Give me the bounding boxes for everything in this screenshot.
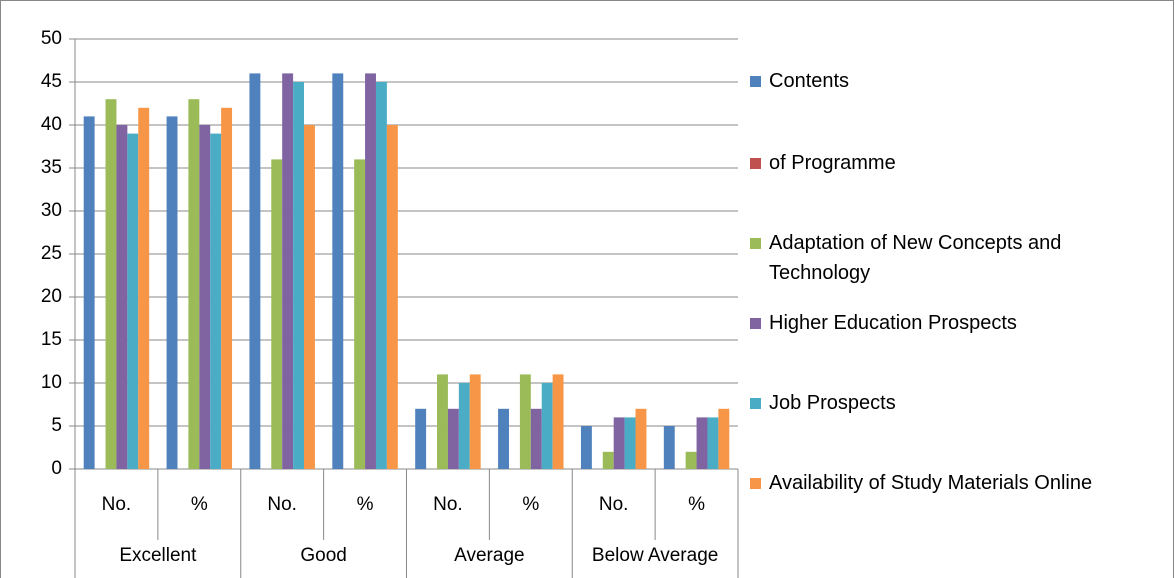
legend-entry: Adaptation of New Concepts and Technolog… xyxy=(750,228,1159,288)
legend-label: Job Prospects xyxy=(769,392,896,414)
bar xyxy=(375,82,387,469)
legend-swatch xyxy=(750,158,761,169)
bar xyxy=(469,374,481,469)
legend-label: Availability of Study Materials Online xyxy=(769,472,1093,494)
bar xyxy=(354,159,366,469)
bar xyxy=(530,408,542,469)
bar xyxy=(105,99,117,469)
x-tick-label: % xyxy=(191,494,208,515)
bar xyxy=(138,107,150,470)
legend-swatch xyxy=(750,478,761,489)
y-tick-label: 40 xyxy=(41,114,62,135)
bar xyxy=(304,125,315,469)
y-tick-label: 45 xyxy=(41,71,62,92)
legend-swatch xyxy=(750,398,761,409)
bar xyxy=(707,417,719,469)
bar xyxy=(386,125,398,469)
bar xyxy=(199,125,211,469)
bar xyxy=(696,417,708,469)
x-tick-label: No. xyxy=(102,494,132,515)
bar xyxy=(602,451,614,469)
y-tick-label: 20 xyxy=(41,286,62,307)
y-tick-label: 5 xyxy=(51,415,62,436)
legend-entry: Job Prospects xyxy=(750,388,1159,418)
bar xyxy=(498,408,509,469)
x-group-label: Below Average xyxy=(592,545,718,566)
legend-entry: of Programme xyxy=(750,148,1159,178)
bar xyxy=(718,408,730,469)
bar xyxy=(552,374,564,469)
x-group-label: Excellent xyxy=(119,545,197,566)
bar xyxy=(624,417,636,469)
legend-entry: Higher Education Prospects xyxy=(750,308,1159,338)
bar xyxy=(415,408,427,469)
legend-swatch xyxy=(750,318,761,329)
legend-label: Adaptation of New Concepts and Technolog… xyxy=(769,232,1062,284)
bar xyxy=(116,125,128,469)
bar xyxy=(541,383,553,469)
x-tick-label: % xyxy=(688,494,705,515)
x-group-label: Good xyxy=(300,545,346,566)
bar xyxy=(365,73,376,470)
bar xyxy=(580,426,592,469)
bar xyxy=(293,82,305,469)
bar xyxy=(210,133,222,469)
bar xyxy=(332,73,344,470)
y-tick-label: 35 xyxy=(41,157,62,178)
bar xyxy=(249,73,261,470)
bar xyxy=(83,116,95,470)
x-tick-label: % xyxy=(522,494,539,515)
bar xyxy=(271,159,283,469)
legend-label: Higher Education Prospects xyxy=(769,312,1017,334)
y-tick-label: 25 xyxy=(41,243,62,264)
bar xyxy=(282,73,294,470)
y-tick-label: 10 xyxy=(41,372,62,393)
bar xyxy=(437,374,448,469)
bar xyxy=(685,451,697,469)
bar xyxy=(447,408,459,469)
legend-entry: Availability of Study Materials Online xyxy=(750,468,1159,498)
y-tick-label: 15 xyxy=(41,329,62,350)
bar xyxy=(221,107,233,470)
y-tick-label: 50 xyxy=(41,28,62,49)
legend-label: Contents xyxy=(769,70,850,92)
legend-swatch xyxy=(750,76,761,87)
bar xyxy=(663,426,675,469)
y-tick-label: 30 xyxy=(41,200,62,221)
x-group-label: Average xyxy=(454,545,524,566)
bar xyxy=(127,133,139,469)
bar xyxy=(635,408,647,469)
bar xyxy=(613,417,625,469)
bar xyxy=(458,383,470,469)
bar xyxy=(166,116,178,470)
x-tick-label: No. xyxy=(599,494,629,515)
legend-entry: Contents xyxy=(750,66,1159,96)
x-tick-label: % xyxy=(357,494,374,515)
legend-swatch xyxy=(750,238,761,249)
bar xyxy=(188,99,200,469)
legend-label: of Programme xyxy=(769,152,896,174)
x-tick-label: No. xyxy=(267,494,297,515)
y-tick-label: 0 xyxy=(51,458,62,479)
bar xyxy=(519,374,531,469)
x-tick-label: No. xyxy=(433,494,463,515)
